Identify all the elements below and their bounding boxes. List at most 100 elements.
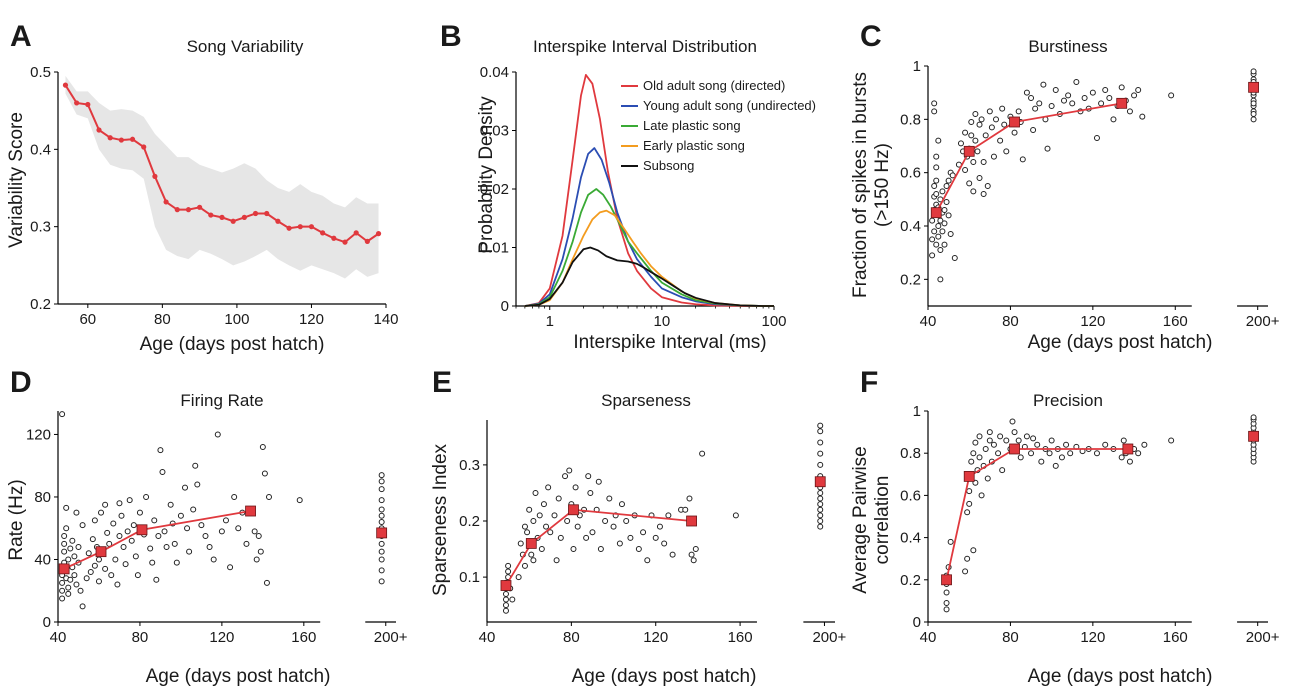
scatter-point xyxy=(997,433,1004,440)
y-tick-label: 0.6 xyxy=(900,165,921,182)
scatter-point xyxy=(661,540,668,547)
scatter-point xyxy=(1009,418,1016,425)
scatter-point xyxy=(110,520,117,527)
scatter-point xyxy=(128,537,135,544)
y-tick-label: 0.1 xyxy=(459,569,480,586)
scatter-point xyxy=(61,540,68,547)
x-tick-label: 1 xyxy=(546,313,554,330)
scatter-point xyxy=(545,484,552,491)
y-tick-label: 40 xyxy=(34,551,51,568)
variability-point xyxy=(107,135,113,141)
scatter-point xyxy=(999,467,1006,474)
mean-marker xyxy=(58,563,70,575)
scatter-point xyxy=(171,540,178,547)
panel-c-title: Burstiness xyxy=(1028,37,1107,56)
scatter-point xyxy=(817,489,824,496)
panel-b: B Interspike Interval Distribution Inter… xyxy=(440,20,816,353)
scatter-point xyxy=(957,140,964,147)
y-tick-label: 0.3 xyxy=(459,457,480,474)
scatter-point xyxy=(65,556,72,563)
mean-marker xyxy=(963,471,975,482)
scatter-point xyxy=(1001,121,1008,128)
variability-point xyxy=(241,214,247,220)
x-tick-label: 80 xyxy=(1002,629,1019,646)
scatter-point xyxy=(521,523,528,530)
scatter-point xyxy=(1067,450,1074,457)
scatter-point xyxy=(974,148,981,155)
scatter-point xyxy=(378,478,385,485)
variability-point xyxy=(264,210,270,217)
scatter-point xyxy=(1102,441,1109,448)
panel-a-xlabel: Age (days post hatch) xyxy=(140,334,325,355)
scatter-point xyxy=(595,478,602,485)
scatter-point xyxy=(73,581,80,588)
scatter-point xyxy=(970,188,977,195)
scatter-point xyxy=(610,523,617,530)
x-tick-label: 100 xyxy=(224,311,249,328)
scatter-point xyxy=(538,546,545,553)
scatter-point xyxy=(935,233,942,240)
scatter-point xyxy=(261,470,268,477)
y-tick-label: 0.01 xyxy=(480,240,509,257)
scatter-point xyxy=(59,587,66,594)
x-tick-label: 200+ xyxy=(1246,629,1280,646)
x-tick-label: 80 xyxy=(563,629,580,646)
panel-d: D Firing Rate Age (days post hatch) Rate… xyxy=(6,366,408,687)
x-tick-label: 160 xyxy=(291,629,316,646)
scatter-point xyxy=(378,518,385,525)
scatter-point xyxy=(937,276,944,283)
scatter-point xyxy=(665,512,672,519)
scatter-point xyxy=(978,116,985,123)
scatter-point xyxy=(931,108,938,115)
scatter-point xyxy=(1028,450,1035,457)
x-tick-label: 40 xyxy=(479,629,496,646)
scatter-point xyxy=(1139,113,1146,120)
mean-marker xyxy=(1009,116,1020,128)
scatter-point xyxy=(972,137,979,144)
scatter-point xyxy=(945,212,952,219)
scatter-point xyxy=(817,518,824,524)
scatter-point xyxy=(933,177,940,184)
scatter-point xyxy=(699,450,706,457)
panel-b-title: Interspike Interval Distribution xyxy=(533,37,757,56)
x-tick-label: 120 xyxy=(1080,313,1105,330)
scatter-point xyxy=(87,568,94,575)
scatter-point xyxy=(982,132,989,139)
scatter-point xyxy=(505,568,512,575)
scatter-point xyxy=(817,439,824,446)
scatter-point xyxy=(984,475,991,482)
scatter-point xyxy=(943,199,950,205)
panel-label-f: F xyxy=(860,366,878,399)
scatter-point xyxy=(89,536,96,543)
mean-marker xyxy=(136,524,148,536)
scatter-point xyxy=(1168,437,1175,444)
scatter-point xyxy=(1131,92,1138,99)
scatter-point xyxy=(218,528,225,535)
scatter-point xyxy=(528,551,535,558)
scatter-point xyxy=(962,568,969,575)
panel-a: A Song Variability Age (days post hatch)… xyxy=(6,20,399,355)
scatter-point xyxy=(933,153,940,160)
y-tick-label: 0.8 xyxy=(900,445,921,462)
scatter-point xyxy=(132,553,139,560)
scatter-point xyxy=(929,252,936,259)
scatter-point xyxy=(502,590,509,597)
scatter-point xyxy=(243,540,250,547)
panel-d-title: Firing Rate xyxy=(180,391,263,410)
scatter-point xyxy=(85,550,92,557)
scatter-point xyxy=(159,468,166,475)
scatter-point xyxy=(995,450,1002,457)
mean-trend-line xyxy=(505,508,692,586)
panel-c-xlabel: Age (days post hatch) xyxy=(1028,332,1213,353)
panel-label-a: A xyxy=(10,20,32,53)
scatter-point xyxy=(949,172,956,179)
scatter-point xyxy=(606,495,613,502)
scatter-point xyxy=(966,488,973,495)
mean-marker xyxy=(95,546,107,558)
scatter-point xyxy=(118,512,125,519)
scatter-point xyxy=(1038,458,1045,465)
scatter-point xyxy=(564,518,571,524)
scatter-point xyxy=(67,545,74,552)
panel-b-ylabel: Probability Density xyxy=(476,96,497,254)
